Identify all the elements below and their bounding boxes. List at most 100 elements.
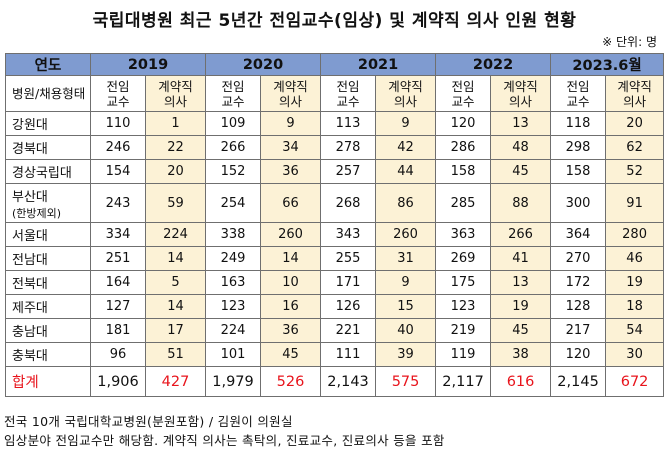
contract-value: 17 <box>144 318 207 343</box>
year-header: 2021 <box>320 53 437 76</box>
table-row: 충북대 96 51 101 45 111 39 119 38 120 30 <box>5 342 665 367</box>
full-time-value: 101 <box>205 342 262 367</box>
contract-value: 20 <box>144 159 207 184</box>
full-time-value: 128 <box>550 294 607 319</box>
hospital-name-text: 강원대 <box>12 118 48 133</box>
contract-value: 19 <box>605 270 665 295</box>
full-time-value: 246 <box>90 135 146 160</box>
subheader-full-time: 전임 교수 <box>435 75 492 112</box>
contract-value: 13 <box>490 111 552 136</box>
full-time-value: 110 <box>90 111 146 136</box>
table-row: 전남대 251 14 249 14 255 31 269 41 270 46 <box>5 246 665 271</box>
contract-value: 5 <box>144 270 207 295</box>
contract-value: 88 <box>490 183 552 223</box>
contract-value: 280 <box>605 222 665 247</box>
contract-value: 1 <box>144 111 207 136</box>
full-time-value: 266 <box>205 135 262 160</box>
full-time-value: 127 <box>90 294 146 319</box>
subheader-full-time: 전임 교수 <box>550 75 607 112</box>
full-time-value: 270 <box>550 246 607 271</box>
year-header: 2020 <box>205 53 322 76</box>
full-time-value: 300 <box>550 183 607 223</box>
contract-value: 15 <box>375 294 437 319</box>
contract-value: 31 <box>375 246 437 271</box>
subheader-contract: 계약직 의사 <box>375 75 437 112</box>
contract-value: 39 <box>375 342 437 367</box>
contract-value: 22 <box>144 135 207 160</box>
table-row: 경상국립대 154 20 152 36 257 44 158 45 158 52 <box>5 159 665 184</box>
full-time-value: 111 <box>320 342 377 367</box>
full-time-value: 158 <box>435 159 492 184</box>
table-row: 충남대 181 17 224 36 221 40 219 45 217 54 <box>5 318 665 343</box>
full-time-value: 119 <box>435 342 492 367</box>
contract-value: 66 <box>260 183 322 223</box>
full-time-value: 364 <box>550 222 607 247</box>
contract-value: 91 <box>605 183 665 223</box>
year-header: 2019 <box>89 53 207 76</box>
subheader-contract: 계약직 의사 <box>490 75 552 112</box>
total-contract-value: 672 <box>605 366 665 397</box>
row-label-header: 병원/채용형태 <box>5 75 91 112</box>
hospital-name-text: 충남대 <box>12 325 48 340</box>
full-time-value: 278 <box>320 135 377 160</box>
hospital-name: 전북대 <box>5 270 91 295</box>
full-time-value: 118 <box>550 111 607 136</box>
footnote-scope: 임상분야 전임교수만 해당함. 계약직 의사는 촉탁의, 진료교수, 진료의사 … <box>4 433 445 448</box>
contract-value: 44 <box>375 159 437 184</box>
contract-value: 19 <box>490 294 552 319</box>
full-time-value: 268 <box>320 183 377 223</box>
total-full-time-value: 1,979 <box>205 366 262 397</box>
footnote-source: 전국 10개 국립대학교병원(분원포함) / 김원이 의원실 <box>4 414 293 429</box>
hospital-name: 충남대 <box>5 318 91 343</box>
full-time-value: 154 <box>90 159 146 184</box>
hospital-name-text: 전남대 <box>12 253 48 268</box>
hospital-name: 경북대 <box>5 135 91 160</box>
full-time-value: 221 <box>320 318 377 343</box>
full-time-value: 363 <box>435 222 492 247</box>
hospital-name: 경상국립대 <box>5 159 91 184</box>
contract-value: 40 <box>375 318 437 343</box>
total-contract-value: 616 <box>490 366 552 397</box>
total-full-time-value: 2,143 <box>320 366 377 397</box>
hospital-name-text: 경상국립대 <box>12 166 72 181</box>
full-time-value: 172 <box>550 270 607 295</box>
hospital-name: 강원대 <box>5 111 91 136</box>
contract-value: 62 <box>605 135 665 160</box>
table-row: 경북대 246 22 266 34 278 42 286 48 298 62 <box>5 135 665 160</box>
hospital-name: 제주대 <box>5 294 91 319</box>
hospital-name-text: 충북대 <box>12 349 48 364</box>
full-time-value: 269 <box>435 246 492 271</box>
hospital-name: 전남대 <box>5 246 91 271</box>
contract-value: 42 <box>375 135 437 160</box>
subheader-contract: 계약직 의사 <box>144 75 207 112</box>
contract-value: 14 <box>260 246 322 271</box>
full-time-value: 255 <box>320 246 377 271</box>
contract-value: 14 <box>144 246 207 271</box>
subheader-full-time: 전임 교수 <box>205 75 262 112</box>
contract-value: 45 <box>490 159 552 184</box>
full-time-value: 164 <box>90 270 146 295</box>
contract-value: 9 <box>375 111 437 136</box>
full-time-value: 152 <box>205 159 262 184</box>
full-time-value: 120 <box>550 342 607 367</box>
year-header: 2023.6월 <box>550 53 665 76</box>
full-time-value: 224 <box>205 318 262 343</box>
total-row: 합계 1,906 427 1,979 526 2,143 575 2,117 616 2,145 6… <box>5 366 665 397</box>
hospital-name-text: 전북대 <box>12 277 48 292</box>
full-time-value: 175 <box>435 270 492 295</box>
contract-value: 38 <box>490 342 552 367</box>
hospital-name: 부산대 (한방제외) <box>5 183 91 223</box>
hospital-name-text: 서울대 <box>12 229 48 244</box>
full-time-value: 158 <box>550 159 607 184</box>
year-header-row: 연도 2019 2020 2021 2022 2023.6월 <box>5 53 665 76</box>
contract-value: 260 <box>375 222 437 247</box>
full-time-value: 334 <box>90 222 146 247</box>
data-table: 연도 2019 2020 2021 2022 2023.6월 병원/채용형태 전임… <box>5 53 665 397</box>
hospital-name-text: 경북대 <box>12 142 48 157</box>
table-row: 서울대 334 224 338 260 343 260 363 266 364 280 <box>5 222 665 247</box>
contract-value: 20 <box>605 111 665 136</box>
full-time-value: 113 <box>320 111 377 136</box>
full-time-value: 123 <box>205 294 262 319</box>
table-row: 전북대 164 5 163 10 171 9 175 13 172 19 <box>5 270 665 295</box>
corner-cell: 연도 <box>5 53 91 76</box>
